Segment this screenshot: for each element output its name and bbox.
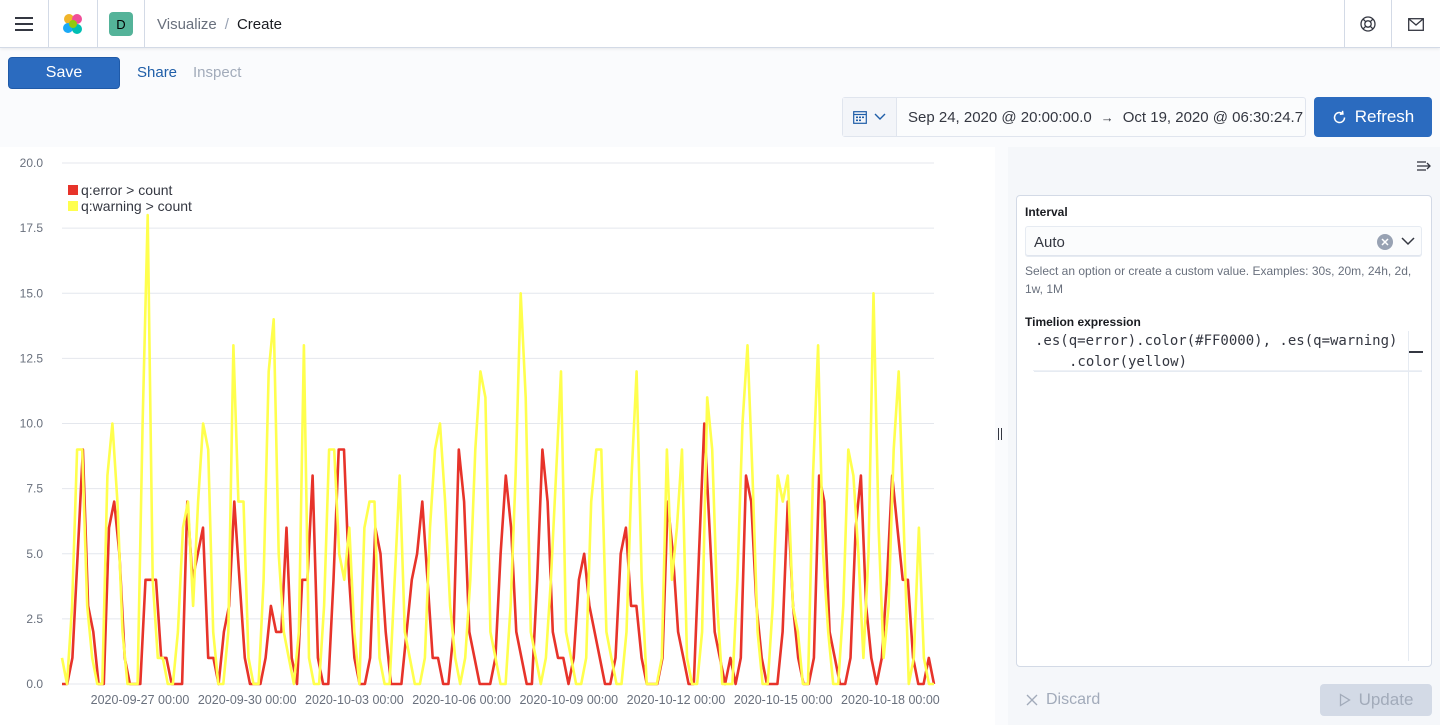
legend-label-error: q:error > count <box>81 182 173 198</box>
breadcrumb-separator: / <box>224 15 229 33</box>
play-icon <box>1339 693 1351 707</box>
expression-label: Timelion expression <box>1025 315 1141 329</box>
breadcrumb: Visualize / Create <box>157 0 282 48</box>
hamburger-icon <box>15 17 33 31</box>
date-picker: Sep 24, 2020 @ 20:00:00.0 → Oct 19, 2020… <box>842 97 1306 137</box>
legend-item-error[interactable]: q:error > count <box>68 182 192 198</box>
arrow-right-icon: → <box>1100 109 1114 125</box>
breadcrumb-create: Create <box>236 15 282 33</box>
interval-value: Auto <box>1034 234 1065 251</box>
refresh-icon <box>1333 110 1345 123</box>
editor-scrollbar[interactable] <box>1408 331 1409 661</box>
top-header: D Visualize / Create <box>0 0 1440 48</box>
help-button[interactable] <box>1345 0 1391 48</box>
y-tick-label: 2.5 <box>26 612 43 626</box>
timelion-chart: 0.0 2.5 5.0 7.5 10.0 12.5 15.0 17.5 20.0 2020-09-… <box>20 156 940 707</box>
mail-icon <box>1408 17 1424 31</box>
x-tick-label: 2020-10-12 00:00 <box>627 693 726 707</box>
x-tick-label: 2020-10-06 00:00 <box>412 693 511 707</box>
end-date[interactable]: Oct 19, 2020 @ 06:30:24.7 <box>1122 108 1304 126</box>
expression-editor[interactable]: .es(q=error).color(#FF0000), .es(q=warni… <box>1025 331 1422 371</box>
discard-button[interactable]: Discard <box>1026 691 1100 709</box>
breadcrumb-visualize[interactable]: Visualize <box>157 15 217 33</box>
update-label: Update <box>1358 690 1414 709</box>
expression-active-line <box>1033 331 1422 371</box>
newsfeed-button[interactable] <box>1392 0 1440 48</box>
editor-scroll-handle[interactable] <box>1409 351 1423 353</box>
y-tick-label: 12.5 <box>20 351 44 365</box>
close-icon <box>1026 694 1038 706</box>
space-selector[interactable]: D <box>98 0 144 48</box>
y-tick-label: 15.0 <box>20 286 44 300</box>
legend-swatch-warning <box>68 201 78 211</box>
x-tick-label: 2020-10-18 00:00 <box>841 693 940 707</box>
y-tick-label: 7.5 <box>26 482 43 496</box>
space-avatar: D <box>109 12 133 36</box>
editor-form <box>1016 195 1432 667</box>
y-tick-label: 10.0 <box>20 417 44 431</box>
y-tick-label: 5.0 <box>26 547 43 561</box>
x-tick-label: 2020-09-30 00:00 <box>198 693 297 707</box>
editor-divider <box>1034 371 1422 372</box>
home-logo-link[interactable] <box>49 0 97 48</box>
clear-icon[interactable] <box>1377 234 1393 250</box>
chevron-down-icon <box>874 113 885 120</box>
elastic-logo-icon <box>63 14 82 34</box>
legend-item-warning[interactable]: q:warning > count <box>68 198 192 214</box>
discard-label: Discard <box>1046 691 1101 708</box>
inspect-link[interactable]: Inspect <box>193 64 242 81</box>
menu-button[interactable] <box>0 0 48 48</box>
y-tick-label: 17.5 <box>20 221 44 235</box>
series-line-warning[interactable] <box>60 213 934 686</box>
expression-line-2: .color(yellow) <box>1069 354 1188 370</box>
panel-resize-handle[interactable] <box>998 428 1004 444</box>
legend-label-warning: q:warning > count <box>81 198 192 214</box>
help-lifebuoy-icon <box>1360 16 1376 32</box>
interval-label: Interval <box>1025 205 1068 219</box>
share-link[interactable]: Share <box>137 64 178 81</box>
refresh-label: Refresh <box>1354 107 1415 126</box>
update-button[interactable]: Update <box>1320 684 1432 716</box>
interval-help-text: Select an option or create a custom valu… <box>1025 264 1412 296</box>
expression-line-1: .es(q=error).color(#FF0000), .es(q=warni… <box>1035 333 1398 349</box>
save-button[interactable]: Save <box>8 57 120 89</box>
start-date[interactable]: Sep 24, 2020 @ 20:00:00.0 <box>908 108 1092 126</box>
x-tick-label: 2020-09-27 00:00 <box>91 693 190 707</box>
calendar-icon <box>852 111 867 124</box>
chevron-down-icon[interactable] <box>1400 233 1416 249</box>
x-tick-label: 2020-10-03 00:00 <box>305 693 404 707</box>
interval-combobox[interactable]: Auto <box>1025 226 1422 257</box>
y-tick-label: 0.0 <box>26 677 43 691</box>
quick-select-button[interactable] <box>843 98 897 136</box>
y-tick-label: 20.0 <box>20 156 44 170</box>
chart-panel: 0.0 2.5 5.0 7.5 10.0 12.5 15.0 17.5 20.0 2020-09-… <box>0 147 995 725</box>
x-tick-label: 2020-10-09 00:00 <box>519 693 618 707</box>
legend-swatch-error <box>68 185 78 195</box>
x-tick-label: 2020-10-15 00:00 <box>734 693 833 707</box>
chart-legend: q:error > count q:warning > count <box>68 182 192 214</box>
refresh-button[interactable]: Refresh <box>1314 97 1432 137</box>
collapse-panel-icon[interactable] <box>1415 157 1433 175</box>
